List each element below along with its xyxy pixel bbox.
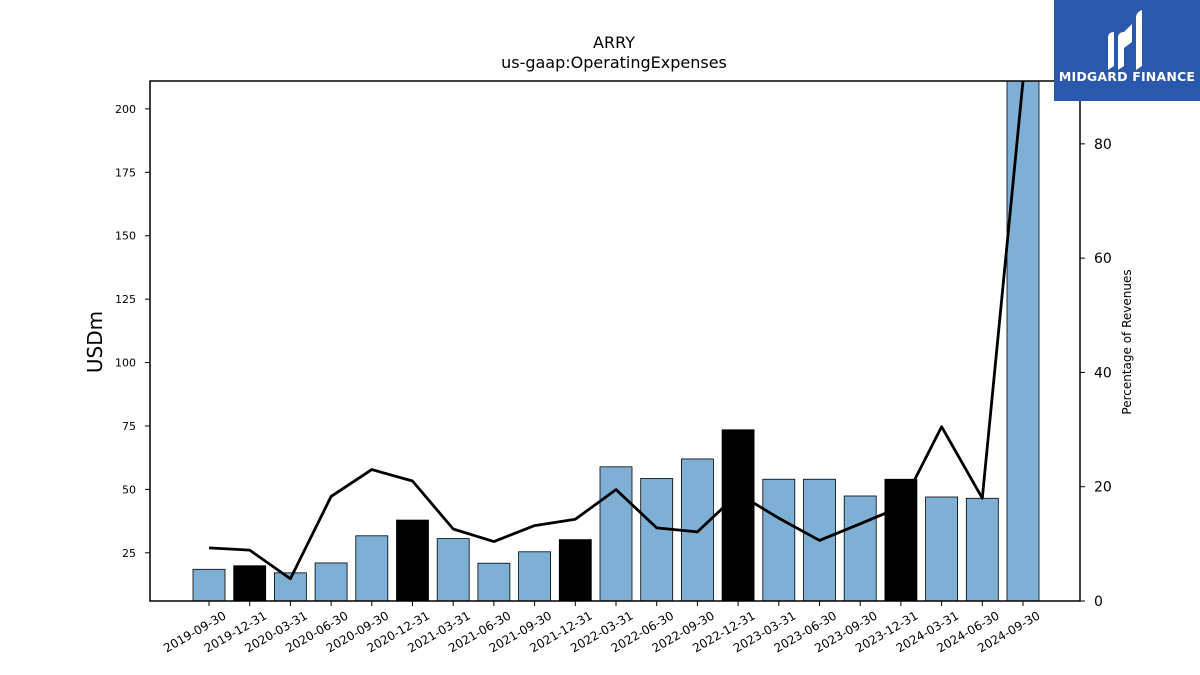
pct-revenues-line <box>208 80 1025 581</box>
midgard-logo-icon <box>1108 10 1142 70</box>
bar-2023-12-31 <box>884 478 918 602</box>
bar-2024-06-30 <box>965 497 999 602</box>
bar-2021-06-30 <box>477 562 511 602</box>
chart-title: ARRY <box>593 33 635 52</box>
midgard-finance-logo: MIDGARD FINANCE <box>1054 0 1200 101</box>
bar-2021-12-31 <box>558 539 592 602</box>
y2-axis-label: Percentage of Revenues <box>1120 269 1134 414</box>
y-axis-label: USDm <box>83 311 107 373</box>
y-tick-label: 125 <box>115 293 136 306</box>
y2-tick-label: 0 <box>1094 594 1103 610</box>
y-tick-label: 100 <box>115 357 136 370</box>
y2-tick-label: 80 <box>1094 137 1112 153</box>
chart-subtitle: us-gaap:OperatingExpenses <box>501 53 727 72</box>
bar-2023-09-30 <box>843 495 877 602</box>
y2-tick-label: 60 <box>1094 251 1112 267</box>
bar-2023-03-31 <box>762 478 796 602</box>
plot-frame <box>149 80 1081 602</box>
y-tick-label: 175 <box>115 166 136 179</box>
bars-group <box>192 80 1040 602</box>
y-tick-label: 25 <box>122 547 136 560</box>
y2-tick-label: 20 <box>1094 480 1112 496</box>
y-tick-label: 50 <box>122 483 136 496</box>
bar-2020-12-31 <box>396 519 429 602</box>
y-tick-label: 75 <box>122 420 136 433</box>
bar-2020-06-30 <box>314 562 348 602</box>
y2-tick-label: 40 <box>1094 365 1112 381</box>
y-tick-label: 150 <box>115 230 136 243</box>
bar-2022-03-31 <box>599 466 633 602</box>
bar-2022-12-31 <box>721 429 755 602</box>
bar-2020-09-30 <box>355 535 389 602</box>
bar-2024-09-30 <box>1006 80 1040 602</box>
bar-2022-06-30 <box>640 478 674 602</box>
bar-2019-12-31 <box>233 565 267 602</box>
logo-text: MIDGARD FINANCE <box>1058 69 1196 84</box>
bar-2019-09-30 <box>192 568 226 602</box>
bar-2021-03-31 <box>436 538 470 602</box>
bar-2024-03-31 <box>925 496 958 602</box>
y-tick-label: 200 <box>115 103 136 116</box>
pct-line-group <box>208 80 1025 581</box>
bar-2021-09-30 <box>518 551 551 602</box>
